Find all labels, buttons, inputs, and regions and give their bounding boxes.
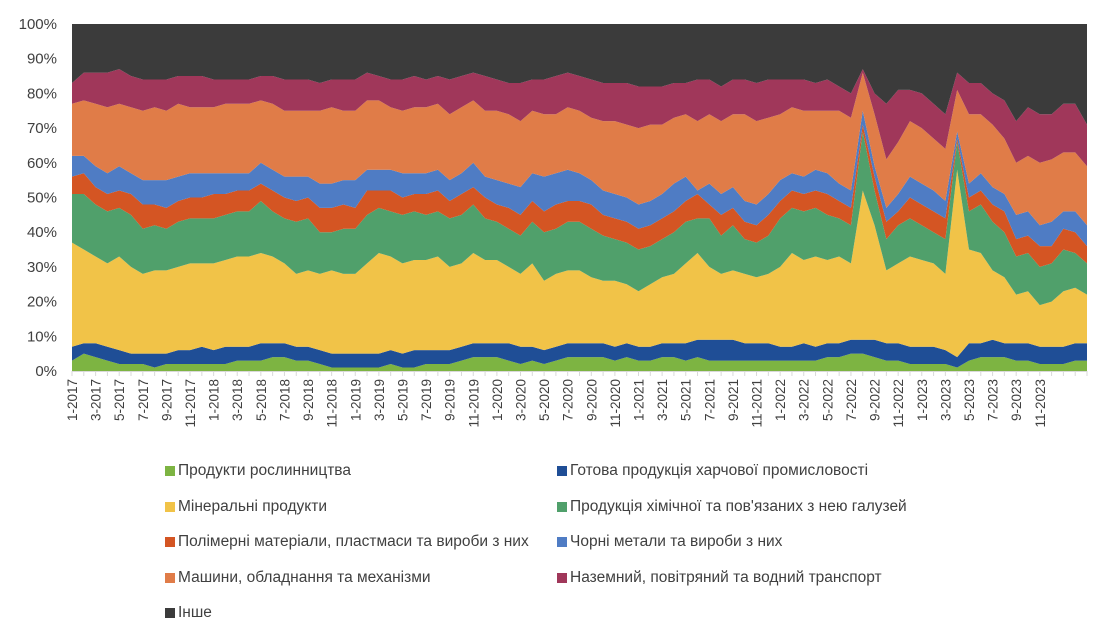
legend-swatch — [557, 537, 567, 547]
legend-item: Полімерні матеріали, пластмаси та вироби… — [165, 533, 529, 551]
x-tick-label: 5-2018 — [254, 379, 269, 421]
area-series-8 — [72, 69, 1087, 167]
x-tick-label: 1-2021 — [632, 379, 647, 421]
x-tick-label: 9-2018 — [301, 379, 316, 421]
legend-swatch — [557, 501, 567, 512]
legend-label: Мінеральні продукти — [178, 497, 328, 515]
x-tick-label: 7-2021 — [702, 379, 717, 421]
x-tick-label: 11-2020 — [608, 379, 623, 428]
x-tick-label: 1-2019 — [348, 379, 363, 421]
x-tick-label: 7-2022 — [844, 379, 859, 421]
x-tick-label: 9-2017 — [159, 379, 174, 421]
legend-swatch — [165, 466, 175, 476]
x-tick-label: 1-2023 — [915, 379, 930, 421]
x-tick-label: 5-2022 — [820, 379, 835, 421]
legend-label: Полімерні матеріали, пластмаси та вироби… — [178, 533, 529, 550]
y-tick-label: 20% — [27, 294, 57, 311]
x-tick-label: 7-2017 — [136, 379, 151, 421]
legend-item: Наземний, повітряний та водний транспорт — [557, 569, 882, 587]
x-tick-label: 7-2018 — [277, 379, 292, 421]
x-tick-label: 5-2023 — [962, 379, 977, 421]
y-tick-label: 0% — [35, 363, 57, 380]
x-tick-label: 11-2023 — [1033, 379, 1048, 428]
x-tick-label: 9-2023 — [1009, 379, 1024, 421]
area-series-2 — [72, 339, 1087, 368]
legend-label: Інше — [178, 604, 212, 621]
x-tick-label: 5-2017 — [112, 379, 127, 421]
x-tick-label: 3-2020 — [513, 379, 528, 421]
x-tick-label: 3-2021 — [655, 379, 670, 421]
legend-swatch — [165, 572, 175, 583]
x-tick-label: 11-2018 — [325, 379, 340, 428]
x-tick-label: 11-2019 — [466, 379, 481, 428]
area-series-6 — [72, 110, 1087, 247]
legend-item: Машини, обладнання та механізми — [165, 569, 431, 587]
y-tick-label: 70% — [27, 120, 57, 137]
area-series-4 — [72, 131, 1087, 306]
x-tick-label: 5-2020 — [537, 379, 552, 421]
legend-item: Готова продукція харчової промисловості — [557, 462, 868, 480]
x-tick-label: 1-2022 — [773, 379, 788, 421]
x-tick-label: 9-2021 — [726, 379, 741, 421]
y-axis: 0% 10% 20% 30% 40% 50% 60% 70% 80% 90% 100% — [19, 16, 57, 380]
legend-item: Продукти рослинництва — [165, 462, 351, 480]
x-tick-label: 11-2022 — [891, 379, 906, 428]
y-tick-label: 10% — [27, 328, 57, 345]
legend-label: Готова продукція харчової промисловості — [570, 462, 869, 479]
x-axis: 1-2017 3-2017 5-2017 7-2017 9-2017 11-2017 1-2… — [65, 371, 1088, 428]
x-tick-label: 1-2020 — [490, 379, 505, 421]
legend-swatch — [557, 466, 567, 476]
legend-swatch — [165, 501, 175, 512]
y-tick-label: 50% — [27, 190, 57, 207]
x-tick-label: 3-2017 — [89, 379, 104, 421]
x-tick-label: 7-2023 — [986, 379, 1001, 421]
y-tick-label: 90% — [27, 51, 57, 68]
x-tick-label: 9-2020 — [584, 379, 599, 421]
x-tick-label: 1-2017 — [65, 379, 80, 421]
x-tick-label: 11-2021 — [750, 379, 765, 428]
x-tick-label: 11-2017 — [183, 379, 198, 428]
x-tick-label: 1-2018 — [207, 379, 222, 421]
legend-label: Продукти рослинництва — [178, 462, 351, 479]
x-tick-label: 9-2019 — [443, 379, 458, 421]
x-tick-label: 7-2020 — [561, 379, 576, 421]
area-series-5 — [72, 124, 1087, 267]
legend-swatch — [557, 572, 567, 583]
legend-label: Наземний, повітряний та водний транспорт — [570, 568, 882, 586]
x-tick-label: 3-2019 — [372, 379, 387, 421]
stacked-area-chart: 0% 10% 20% 30% 40% 50% 60% 70% 80% 90% 100% 1-2017… — [19, 16, 1088, 428]
legend-item: Чорні метали та вироби з них — [557, 533, 782, 551]
x-tick-label: 3-2023 — [938, 379, 953, 421]
area-series-9 — [72, 24, 1087, 125]
x-tick-label: 5-2021 — [679, 379, 694, 421]
x-tick-label: 5-2019 — [395, 379, 410, 421]
y-tick-label: 40% — [27, 224, 57, 241]
legend-label: Продукція хімічної та пов'язаних з нею г… — [570, 497, 907, 515]
y-tick-label: 100% — [19, 16, 57, 33]
legend-label: Чорні метали та вироби з них — [570, 533, 783, 550]
area-series-3 — [72, 169, 1087, 358]
y-tick-label: 80% — [27, 85, 57, 102]
legend-item: Продукція хімічної та пов'язаних з нею г… — [557, 498, 907, 516]
legend-label: Машини, обладнання та механізми — [178, 568, 431, 586]
y-tick-label: 30% — [27, 259, 57, 276]
legend-swatch — [165, 537, 175, 547]
legend-swatch — [165, 608, 175, 618]
x-tick-label: 7-2019 — [419, 379, 434, 421]
x-tick-label: 3-2018 — [230, 379, 245, 421]
area-series-1 — [72, 353, 1087, 371]
y-tick-label: 60% — [27, 155, 57, 172]
legend-item: Інше — [165, 604, 212, 622]
x-tick-label: 9-2022 — [868, 379, 883, 421]
legend-item: Мінеральні продукти — [165, 498, 327, 516]
area-series-group — [72, 24, 1087, 371]
x-tick-label: 3-2022 — [797, 379, 812, 421]
